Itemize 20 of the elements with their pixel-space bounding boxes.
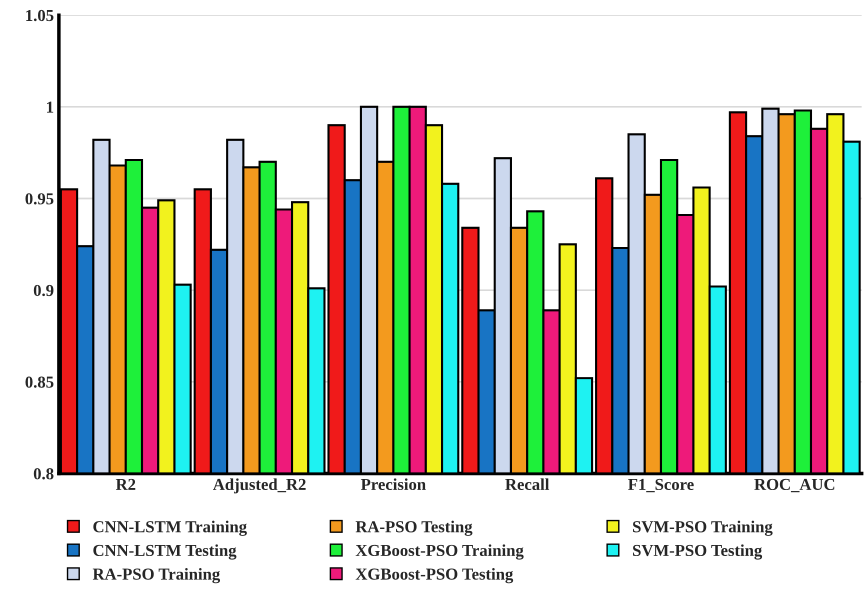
y-tick-label: 0.95 xyxy=(25,193,54,205)
x-tick-label: Recall xyxy=(505,478,550,490)
legend-label: CNN-LSTM Training xyxy=(93,520,247,536)
legend-label: XGBoost-PSO Testing xyxy=(356,568,514,584)
legend-label: XGBoost-PSO Training xyxy=(356,544,524,560)
legend-label: SVM-PSO Testing xyxy=(633,544,762,560)
x-tick-label: ROC_AUC xyxy=(754,478,834,492)
y-tick-label: 1.05 xyxy=(26,10,54,22)
y-tick-label: 0.85 xyxy=(25,376,54,388)
legend-label: RA-PSO Training xyxy=(92,568,220,584)
x-tick-label: Precision xyxy=(360,478,426,490)
x-tick-label: R2 xyxy=(116,478,136,490)
y-tick-label: 0.9 xyxy=(34,284,54,296)
x-tick-label: F1_Score xyxy=(628,478,694,492)
y-tick-label: 1 xyxy=(47,102,54,113)
x-tick-label: Adjusted_R2 xyxy=(212,478,306,494)
legend-label: CNN-LSTM Testing xyxy=(93,544,236,560)
y-tick-label: 0.8 xyxy=(34,468,54,480)
legend-label: RA-PSO Testing xyxy=(356,520,472,536)
legend-label: SVM-PSO Training xyxy=(633,520,773,536)
